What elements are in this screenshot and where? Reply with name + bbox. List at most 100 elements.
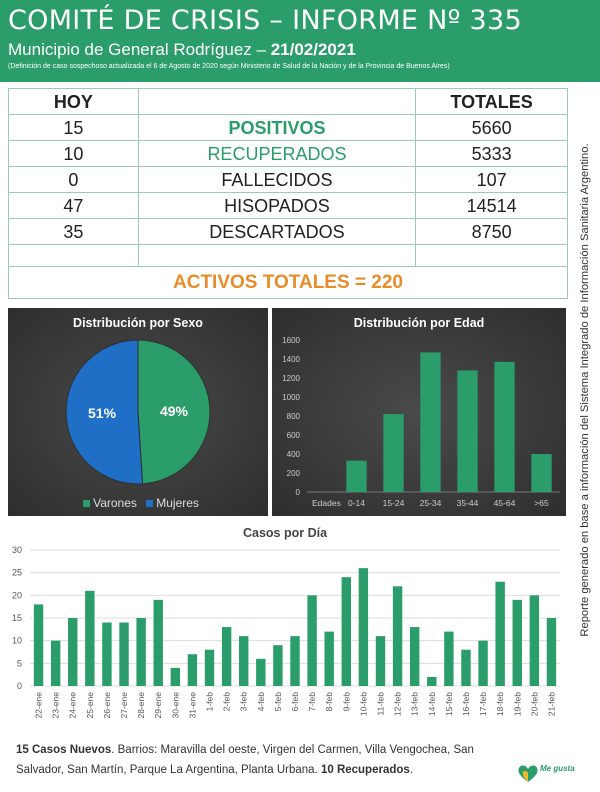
source-text: Reporte generado en base a información d… [579, 143, 591, 637]
daily-y-tick: 0 [17, 681, 22, 691]
age-bar-0-14 [346, 460, 367, 492]
age-chart-title: Distribución por Edad [353, 316, 485, 330]
footer-recovered: 10 Recuperados [320, 764, 410, 776]
stats-row-hisopados: 47 HISOPADOS 14514 [8, 192, 568, 219]
daily-x-tick: 24-ene [68, 692, 78, 719]
report-subtitle: Municipio de General Rodríguez – 21/02/2… [8, 38, 592, 62]
mujeres-swatch [146, 499, 154, 507]
age-x-tick: 35-44 [457, 498, 479, 508]
daily-bar-9-feb [341, 577, 351, 686]
daily-y-tick: 15 [12, 613, 22, 623]
stats-header-row: HOY TOTALES [8, 88, 568, 115]
report-header: COMITÉ DE CRISIS – INFORME Nº 335 Munici… [0, 0, 600, 82]
col-label-header [137, 88, 417, 115]
daily-x-tick: 4-feb [256, 692, 266, 712]
sex-legend: Varones Mujeres [8, 496, 268, 510]
stats-row-recuperados: 10 RECUPERADOS 5333 [8, 140, 568, 167]
daily-bar-30-ene [170, 667, 181, 686]
activos-totales: ACTIVOS TOTALES = 220 [8, 266, 568, 299]
daily-cases-section: Casos por Día 0 5 10 15 20 25 30 22-ene 23-ene 24… [0, 520, 570, 732]
daily-x-tick: 21-feb [546, 692, 556, 716]
age-bar-25-34 [420, 352, 441, 492]
daily-x-tick: 22-ene [34, 692, 44, 719]
total-value: 5333 [415, 140, 568, 167]
daily-bar-28-ene [136, 618, 146, 686]
age-x-tick: 25-34 [420, 498, 442, 508]
age-y-tick: 600 [287, 431, 301, 440]
today-value: 47 [8, 192, 139, 219]
daily-bar-13-feb [409, 627, 420, 686]
logo-text: Me gusta [540, 764, 575, 773]
daily-bar-7-feb [307, 595, 317, 686]
daily-x-tick: 11-feb [375, 692, 385, 716]
age-distribution-panel: Distribución por Edad 0 200 400 600 800 1000 1… [272, 308, 566, 516]
col-totals-header: TOTALES [415, 88, 568, 115]
daily-x-tick: 27-ene [119, 692, 129, 719]
stats-table: HOY TOTALES 15 POSITIVOS 5660 10 RECUPER… [8, 88, 568, 299]
empty-cell [137, 244, 417, 267]
age-bar-45-64 [494, 361, 515, 492]
daily-x-tick: 28-ene [136, 692, 146, 719]
municipality-label: Municipio de General Rodríguez – [8, 40, 271, 59]
age-x-tick: 45-64 [494, 498, 516, 508]
age-y-tick: 800 [287, 412, 301, 421]
today-value: 35 [8, 218, 139, 245]
daily-x-tick: 14-feb [427, 692, 437, 716]
daily-bar-2-feb [221, 627, 232, 686]
daily-x-tick: 31-ene [187, 692, 197, 719]
daily-x-tick: 2-feb [222, 692, 232, 712]
daily-chart-title: Casos por Día [242, 526, 328, 540]
total-value: 5660 [415, 114, 568, 141]
daily-bar-4-feb [256, 658, 266, 686]
age-y-tick: 1600 [282, 336, 300, 345]
daily-bar-21-feb [546, 618, 557, 686]
col-today-header: HOY [8, 88, 139, 115]
age-x-tick: 0-14 [348, 498, 365, 508]
daily-x-tick: 13-feb [410, 692, 420, 716]
daily-x-tick: 7-feb [307, 692, 317, 712]
daily-x-tick: 10-feb [358, 692, 368, 716]
daily-y-tick: 5 [17, 658, 22, 668]
footer-new-cases: 15 Casos Nuevos [16, 744, 112, 756]
age-y-tick: 400 [287, 450, 301, 459]
daily-x-tick: 20-feb [529, 692, 539, 716]
heart-icon [518, 765, 538, 782]
empty-cell [415, 244, 568, 267]
daily-x-tick: 9-feb [341, 692, 351, 712]
daily-x-tick: 3-feb [239, 692, 249, 712]
daily-x-tick: 17-feb [478, 692, 488, 716]
empty-cell [8, 244, 139, 267]
stats-empty-row [8, 244, 568, 267]
megusta-logo: Me gusta [516, 762, 580, 786]
varones-swatch [83, 499, 91, 507]
report-date: 21/02/2021 [270, 40, 356, 59]
daily-x-tick: 15-feb [444, 692, 454, 716]
case-definition-note: (Definición de caso sospechoso actualiza… [8, 63, 450, 70]
daily-bar-12-feb [392, 586, 403, 686]
daily-x-tick: 18-feb [495, 692, 505, 716]
total-value: 8750 [415, 218, 568, 245]
age-y-tick: 1400 [282, 355, 300, 364]
total-value: 107 [415, 166, 568, 193]
stats-row-positivos: 15 POSITIVOS 5660 [8, 114, 568, 141]
stats-row-fallecidos: 0 FALLECIDOS 107 [8, 166, 568, 193]
daily-bar-23-ene [50, 640, 61, 686]
daily-x-tick: 6-feb [290, 692, 300, 712]
daily-y-tick: 10 [12, 636, 22, 646]
pie-slice-varones [137, 339, 211, 485]
daily-y-tick: 20 [12, 590, 22, 600]
age-bar-chart: 0 200 400 600 800 1000 1200 1400 1600 Edades 0-14 1… [282, 336, 560, 508]
daily-bar-5-feb [273, 645, 283, 686]
daily-x-tick: 25-ene [85, 692, 95, 719]
daily-x-tick: 5-feb [273, 692, 283, 712]
pie-slice-mujeres [65, 339, 144, 485]
daily-x-tick: 30-ene [170, 692, 180, 719]
row-label: POSITIVOS [137, 114, 417, 141]
age-y-tick: 200 [287, 469, 301, 478]
daily-bar-20-feb [529, 595, 540, 686]
daily-bar-27-ene [119, 622, 129, 686]
sex-chart-title: Distribución por Sexo [73, 316, 203, 330]
daily-bar-16-feb [461, 649, 471, 686]
today-value: 15 [8, 114, 139, 141]
daily-x-tick: 29-ene [153, 692, 163, 719]
